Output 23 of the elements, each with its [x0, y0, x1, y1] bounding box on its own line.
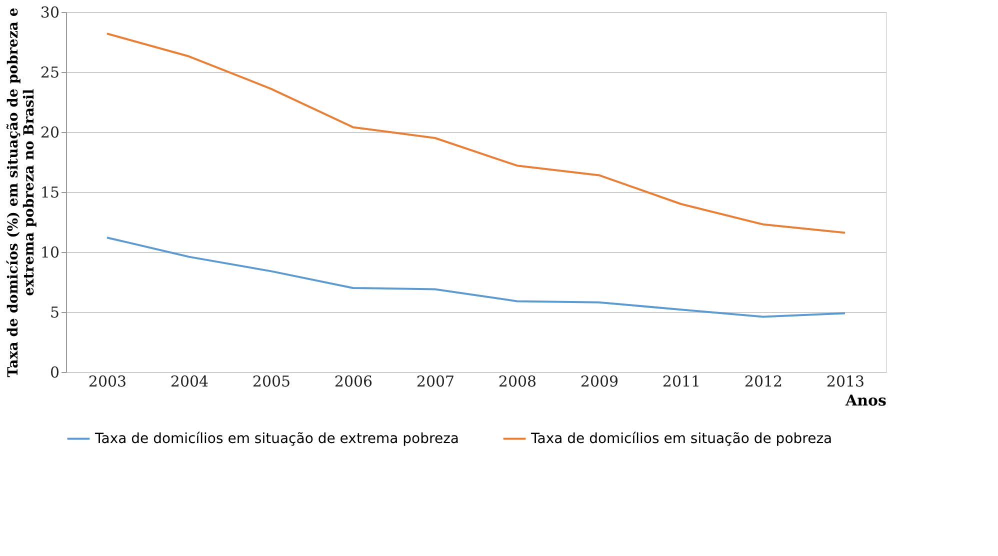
- line-series: [106, 32, 846, 234]
- x-tick-label: 2006: [334, 372, 373, 390]
- legend-label: Taxa de domicílios em situação de pobreza: [530, 430, 832, 447]
- y-tick-label: 10: [40, 244, 60, 262]
- y-tick-label: 20: [40, 124, 60, 142]
- y-tick-label: 30: [40, 4, 60, 22]
- x-tick-label: 2008: [498, 372, 537, 390]
- y-tick-label: 15: [40, 184, 60, 202]
- x-tick-label: 2004: [170, 372, 209, 390]
- x-tick-label: 2011: [662, 372, 701, 390]
- line-series: [106, 236, 846, 318]
- x-tick-label: 2005: [252, 372, 291, 390]
- x-tick-label: 2003: [88, 372, 127, 390]
- y-tick-label: 5: [50, 304, 60, 322]
- y-tick-label: 25: [40, 64, 60, 82]
- y-axis-title: Taxa de domicíos (%) em situação de pobreza e extrema pobreza no Brasil: [5, 8, 38, 378]
- x-tick-label: 2013: [826, 372, 865, 390]
- x-tick-label: 2012: [744, 372, 783, 390]
- x-tick-label: 2009: [580, 372, 619, 390]
- x-axis-title: Anos: [844, 392, 886, 410]
- x-tick-label: 2007: [416, 372, 455, 390]
- legend-label: Taxa de domicílios em situação de extrema pobreza: [94, 430, 459, 447]
- y-tick-label: 0: [50, 364, 60, 382]
